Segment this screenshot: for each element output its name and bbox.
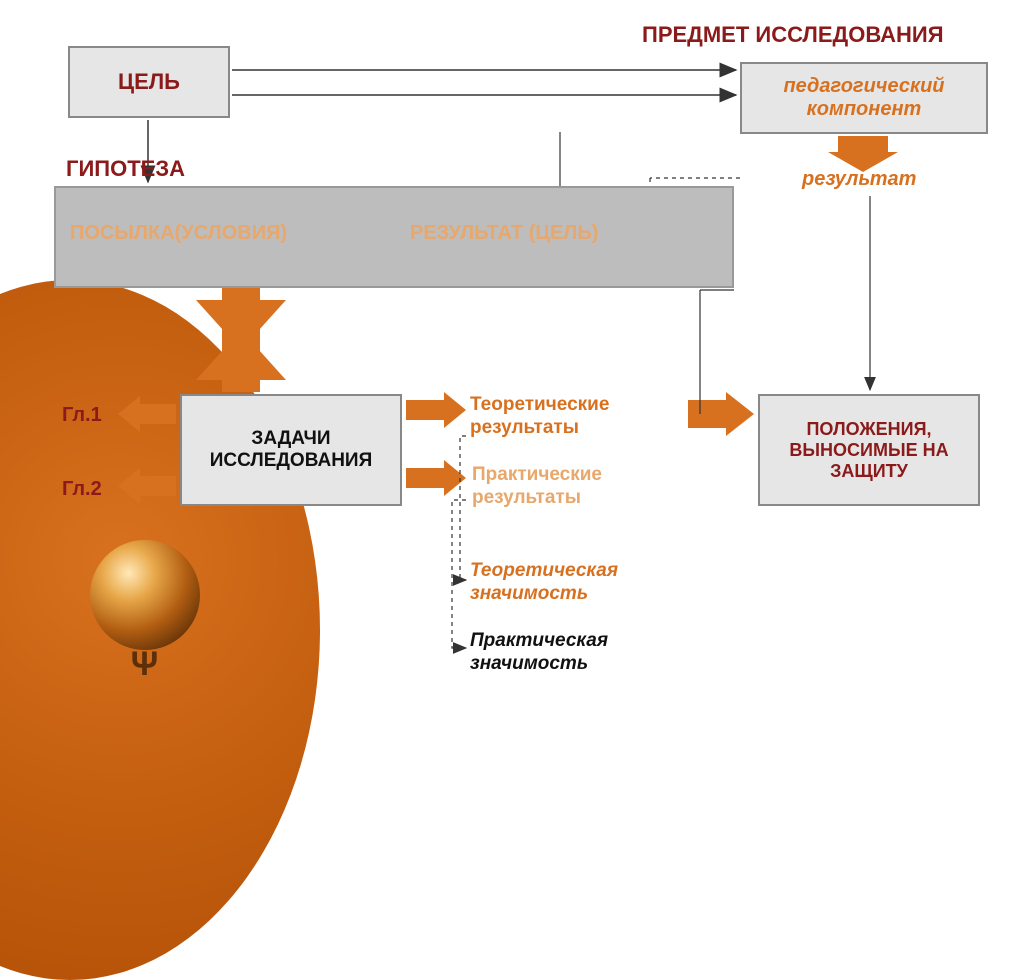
goal-box: ЦЕЛЬ [68,46,230,118]
pedagogical-box: педагогический компонент [740,62,988,134]
pract-results-label: Практические результаты [472,464,662,510]
globe-icon: Ψ [80,540,210,670]
defense-label: ПОЛОЖЕНИЯ, ВЫНОСИМЫЕ НА ЗАЩИТУ [766,419,972,482]
pedagogical-label: педагогический компонент [748,75,980,121]
theor-results-label: Теоретические результаты [470,394,660,440]
pract-signif-label: Практическая значимость [470,630,670,676]
result-goal-label: РЕЗУЛЬТАТ (ЦЕЛЬ) [410,222,598,245]
tasks-label: ЗАДАЧИ ИССЛЕДОВАНИЯ [188,428,394,472]
result-small-label: результат [802,168,916,191]
goal-label: ЦЕЛЬ [118,69,180,95]
chapter2-label: Гл.2 [62,478,102,501]
tasks-box: ЗАДАЧИ ИССЛЕДОВАНИЯ [180,394,402,506]
chapter1-label: Гл.1 [62,404,102,427]
theor-signif-label: Теоретическая значимость [470,560,670,606]
premise-label: ПОСЫЛКА(УСЛОВИЯ) [70,222,287,245]
defense-box: ПОЛОЖЕНИЯ, ВЫНОСИМЫЕ НА ЗАЩИТУ [758,394,980,506]
subject-title: ПРЕДМЕТ ИССЛЕДОВАНИЯ [642,22,944,48]
hypothesis-title: ГИПОТЕЗА [66,156,185,182]
